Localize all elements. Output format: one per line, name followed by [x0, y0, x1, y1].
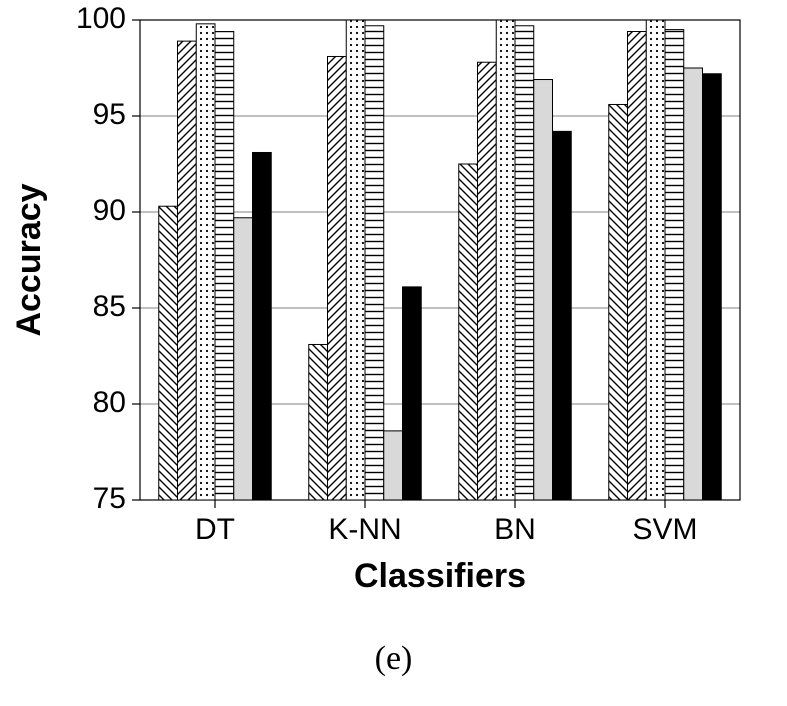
bar [253, 152, 272, 500]
bar [496, 20, 515, 500]
x-axis-label: Classifiers [354, 557, 526, 595]
ytick-label: 85 [93, 290, 126, 323]
xtick-label: SVM [632, 513, 697, 546]
bar [553, 131, 572, 500]
bar-chart: 75 80 85 90 95 100 Accuracy DT K-NN BN SVM Classifi… [0, 0, 787, 620]
xtick-label: K-NN [328, 513, 401, 546]
bar [515, 26, 534, 500]
bar [328, 56, 347, 500]
ytick-label: 75 [93, 482, 126, 515]
ytick-label: 90 [93, 194, 126, 227]
bar [609, 104, 628, 500]
bar [459, 164, 478, 500]
bar [215, 32, 234, 500]
bar [159, 206, 178, 500]
figure-container: 75 80 85 90 95 100 Accuracy DT K-NN BN SVM Classifi… [0, 0, 787, 706]
bar [178, 41, 197, 500]
bar [346, 20, 365, 500]
bar [665, 30, 684, 500]
ytick-label: 95 [93, 98, 126, 131]
bar [196, 24, 215, 500]
bar [384, 431, 403, 500]
xtick-label: DT [195, 513, 235, 546]
y-axis-label: Accuracy [10, 183, 48, 336]
bar [534, 80, 553, 500]
bar [234, 218, 253, 500]
ytick-label: 100 [76, 2, 126, 35]
bar [365, 26, 384, 500]
bar [478, 62, 497, 500]
bar [403, 287, 422, 500]
bar [309, 344, 328, 500]
figure-caption: (e) [0, 640, 787, 678]
bar [628, 32, 647, 500]
ytick-label: 80 [93, 386, 126, 419]
xtick-label: BN [494, 513, 536, 546]
bar [646, 20, 665, 500]
bar [684, 68, 703, 500]
bar [703, 74, 722, 500]
